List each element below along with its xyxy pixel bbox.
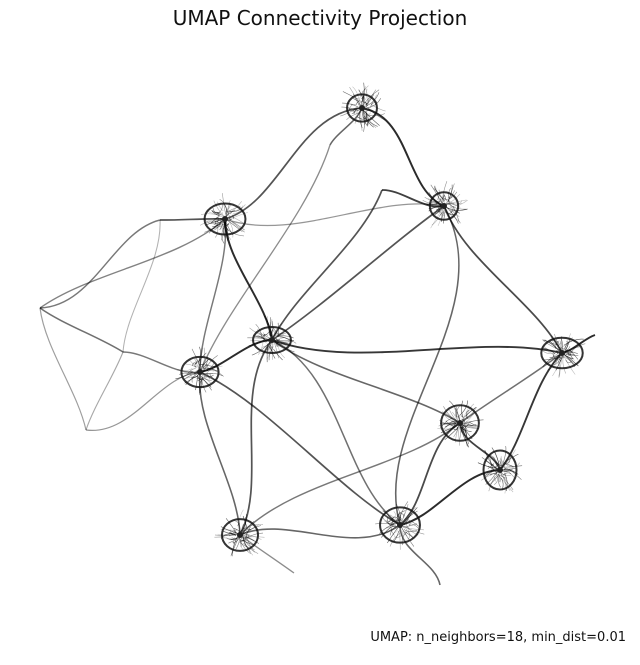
edge-c1-c2 <box>361 107 445 207</box>
edge-c10-p7 <box>239 534 295 574</box>
edge-p1-p4 <box>39 307 124 353</box>
cluster-c3 <box>199 193 248 244</box>
edge-p3-p4 <box>122 219 161 353</box>
cluster-c9 <box>375 501 425 550</box>
edge-layer <box>39 107 596 586</box>
cluster-c8 <box>477 446 523 494</box>
edge-c7-c8 <box>459 422 501 471</box>
edge-c4-c2 <box>271 205 445 341</box>
edge-p2-c5 <box>85 371 201 431</box>
edge-c3-p1 <box>39 218 226 309</box>
edge-c5-c10 <box>198 371 241 536</box>
edge-c9-p8 <box>399 524 441 586</box>
edge-c6-c7 <box>459 352 563 424</box>
edge-c4-c6 <box>271 339 563 354</box>
chart-title: UMAP Connectivity Projection <box>172 6 468 30</box>
edge-c1-c3 <box>224 107 363 220</box>
cluster-c6 <box>540 333 586 378</box>
edge-c10-c7 <box>239 422 461 536</box>
cluster-c4 <box>247 315 297 363</box>
edge-c4-c10 <box>239 339 273 536</box>
edge-c5-p4 <box>122 351 201 374</box>
edge-c3-c2 <box>224 203 445 227</box>
umap-parameters-caption: UMAP: n_neighbors=18, min_dist=0.01 <box>370 630 626 645</box>
cluster-c10 <box>214 509 265 557</box>
edge-c5-c9 <box>199 371 401 526</box>
edge-c4-c9 <box>271 339 401 526</box>
edge-c3-p3 <box>159 217 226 221</box>
edge-c6-c8 <box>499 352 563 471</box>
cluster-c2 <box>422 181 468 229</box>
edge-c3-c4 <box>224 218 273 341</box>
edge-c3-c5 <box>199 218 227 373</box>
cluster-c1 <box>340 82 386 132</box>
edge-p1-p2 <box>39 307 87 431</box>
cluster-c7 <box>437 400 484 448</box>
edge-c1-p5 <box>329 107 363 146</box>
edge-p6-c4 <box>271 189 383 341</box>
cluster-c5 <box>175 346 224 395</box>
edge-p2-p4 <box>85 351 124 431</box>
edge-c2-c6 <box>443 205 563 354</box>
cluster-layer <box>175 82 586 557</box>
edge-p5-c5 <box>199 144 331 373</box>
edge-c9-c10 <box>239 524 401 539</box>
edge-p1-p3 <box>39 219 161 309</box>
edge-c2-c9 <box>394 205 460 526</box>
